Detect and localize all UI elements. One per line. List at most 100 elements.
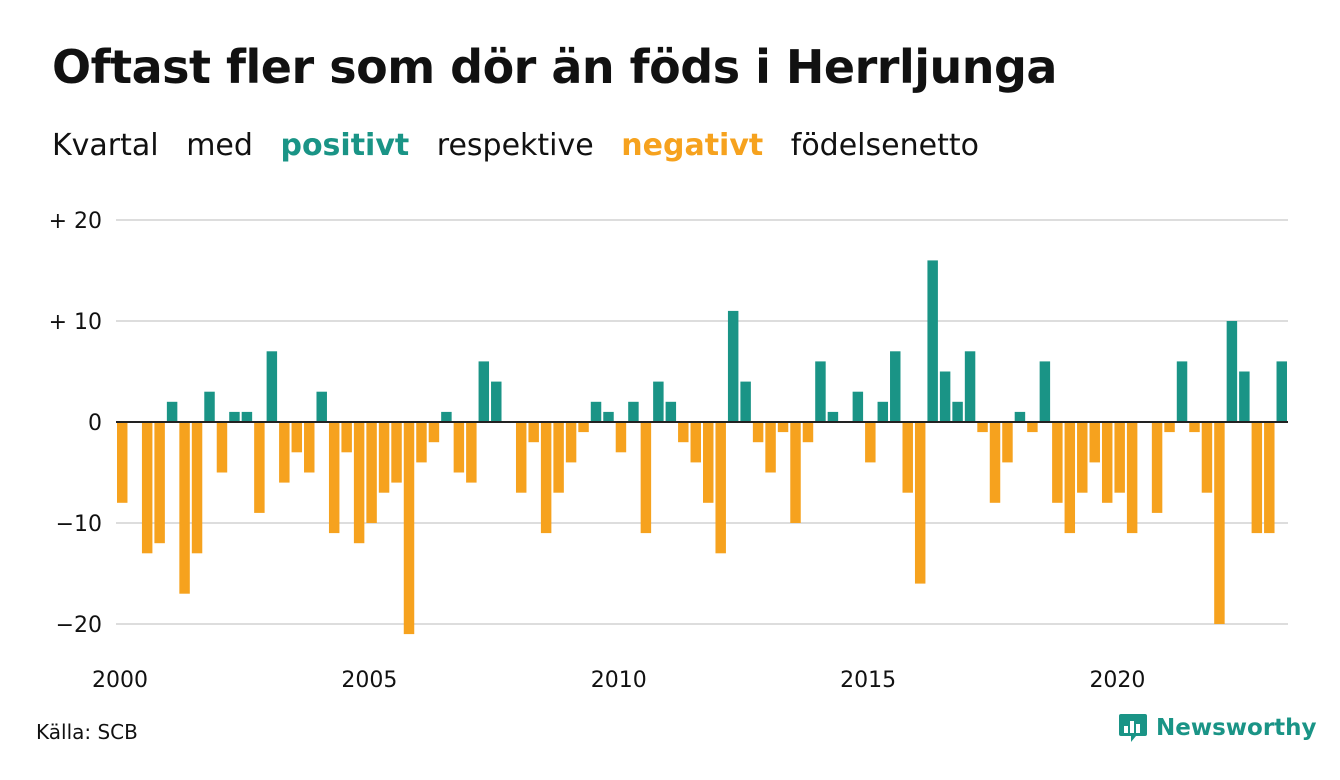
bar-negative [790,422,801,523]
bar-positive [727,310,739,422]
newsworthy-logo-icon [1119,714,1147,742]
bar-positive [815,361,826,422]
bar-negative [615,422,627,453]
bar-negative [453,422,465,473]
bar-positive [852,391,864,422]
bar-positive [628,401,639,422]
y-tick-label: + 20 [49,209,102,234]
bar-positive [241,411,253,422]
bar-negative [1201,422,1213,493]
bar-positive [1014,411,1026,422]
bar-negative [752,422,764,443]
subtitle-word-fodelsenetto: födelsenetto [790,128,979,163]
x-tick-label: 2015 [840,668,896,693]
bar-negative [403,422,415,635]
bar-positive [890,351,901,422]
bar-positive [441,411,452,422]
bar-negative [328,422,340,534]
bar-positive [590,401,602,422]
bar-negative [553,422,564,493]
bar-negative [678,422,689,443]
bar-negative [428,422,440,443]
subtitle-negative-label: negativt [621,128,764,163]
bar-negative [802,422,814,443]
bar-negative [989,422,1001,503]
bar-negative [1164,422,1175,433]
bar-positive [939,371,951,422]
bar-positive [952,401,963,422]
bar-negative [366,422,377,523]
y-tick-label: −10 [56,512,102,537]
bar-negative [1151,422,1163,513]
bar-negative [141,422,153,554]
bar-negative [1052,422,1063,503]
bar-negative [341,422,352,453]
bar-negative [1101,422,1113,503]
bar-positive [1239,371,1250,422]
subtitle-positive-label: positivt [280,128,410,163]
bar-negative [1077,422,1088,493]
subtitle-word-kvartal: Kvartal [52,128,159,163]
bar-negative [1027,422,1038,433]
bar-negative [1114,422,1125,493]
chart-title: Oftast fler som dör än föds i Herrljunga [52,40,1057,94]
bar-positive [877,401,889,422]
bar-negative [977,422,988,433]
bar-positive [964,351,976,422]
bar-positive [266,351,278,422]
bar-negative [117,422,128,503]
bar-negative [254,422,265,513]
bar-negative [865,422,876,463]
bar-negative [1089,422,1100,463]
bar-negative [416,422,427,463]
bar-negative [565,422,577,463]
bar-negative [540,422,552,534]
bar-negative [515,422,527,493]
bar-negative [279,422,290,483]
bar-negative [578,422,589,433]
bar-negative [291,422,303,453]
bar-positive [665,401,677,422]
y-tick-label: 0 [88,411,102,436]
bar-positive [1226,321,1238,422]
bar-positive [740,381,751,422]
newsworthy-logo-text: Newsworthy [1156,715,1317,741]
bar-positive [1039,361,1051,422]
bar-negative [914,422,926,584]
y-tick-label: −20 [56,613,102,638]
bar-negative [466,422,477,483]
newsworthy-logo: Newsworthy [1118,712,1317,744]
bar-negative [1064,422,1076,534]
bar-positive [491,381,502,422]
bar-negative [191,422,203,554]
bar-positive [204,391,215,422]
bar-negative [179,422,190,594]
bar-positive [827,411,839,422]
bar-negative [715,422,726,554]
x-tick-label: 2010 [591,668,647,693]
x-tick-label: 2000 [92,668,148,693]
bar-negative [703,422,714,503]
bar-negative [1264,422,1275,534]
bar-negative [1002,422,1013,463]
bar-positive [166,401,178,422]
bar-negative [902,422,913,493]
bar-negative [1214,422,1225,624]
bar-negative [378,422,390,493]
bar-positive [229,411,240,422]
bar-negative [304,422,315,473]
bar-negative [1251,422,1263,534]
bar-negative [765,422,776,473]
bar-negative [777,422,789,433]
bar-negative [154,422,165,544]
subtitle-word-respektive: respektive [436,128,594,163]
bar-negative [1189,422,1200,433]
bar-negative [640,422,652,534]
bar-positive [603,411,614,422]
x-tick-label: 2020 [1089,668,1145,693]
x-tick-label: 2005 [341,668,397,693]
source-note: Källa: SCB [36,720,138,744]
bar-positive [1276,361,1287,422]
bar-negative [216,422,228,473]
